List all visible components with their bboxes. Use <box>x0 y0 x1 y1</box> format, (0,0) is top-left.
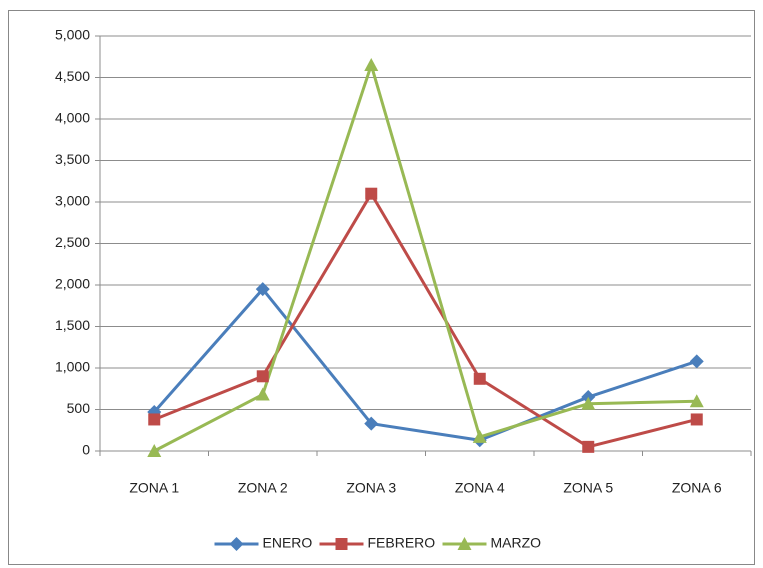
legend-marker <box>335 538 348 550</box>
x-tick-label: ZONA 6 <box>672 480 722 496</box>
data-point <box>255 387 270 401</box>
data-point <box>365 187 378 200</box>
series-line <box>153 192 698 449</box>
x-tick-label: ZONA 3 <box>346 480 396 496</box>
x-tick-label: ZONA 4 <box>455 480 505 496</box>
y-tick-label: 0 <box>82 442 90 458</box>
legend-marker <box>457 537 472 550</box>
data-point <box>256 370 269 383</box>
y-tick-label: 1,000 <box>55 359 90 375</box>
y-tick-label: 4,000 <box>55 110 90 126</box>
data-point <box>690 413 703 426</box>
data-point <box>472 429 487 443</box>
legend-label: ENERO <box>263 535 313 551</box>
y-tick-label: 500 <box>67 400 91 416</box>
legend-label: MARZO <box>491 535 542 551</box>
y-tick-label: 2,000 <box>55 276 90 292</box>
x-tick-label: ZONA 2 <box>238 480 288 496</box>
data-point <box>689 394 704 408</box>
data-point <box>473 372 486 385</box>
y-tick-label: 1,500 <box>55 317 90 333</box>
y-tick-label: 4,500 <box>55 68 90 84</box>
data-point <box>364 416 379 431</box>
data-point <box>689 354 704 369</box>
series-line <box>153 63 697 453</box>
legend-label: FEBRERO <box>368 535 436 551</box>
y-tick-label: 3,500 <box>55 151 90 167</box>
data-point <box>148 413 161 426</box>
data-point <box>581 396 596 410</box>
data-point <box>582 440 595 453</box>
series-line <box>153 287 698 442</box>
y-tick-label: 2,500 <box>55 234 90 250</box>
data-point <box>364 58 379 72</box>
x-tick-label: ZONA 5 <box>563 480 613 496</box>
legend-marker <box>229 537 244 551</box>
y-tick-label: 3,000 <box>55 193 90 209</box>
x-tick-label: ZONA 1 <box>129 480 179 496</box>
y-tick-label: 5,000 <box>55 27 90 43</box>
data-point <box>147 444 162 457</box>
data-point <box>255 282 270 297</box>
